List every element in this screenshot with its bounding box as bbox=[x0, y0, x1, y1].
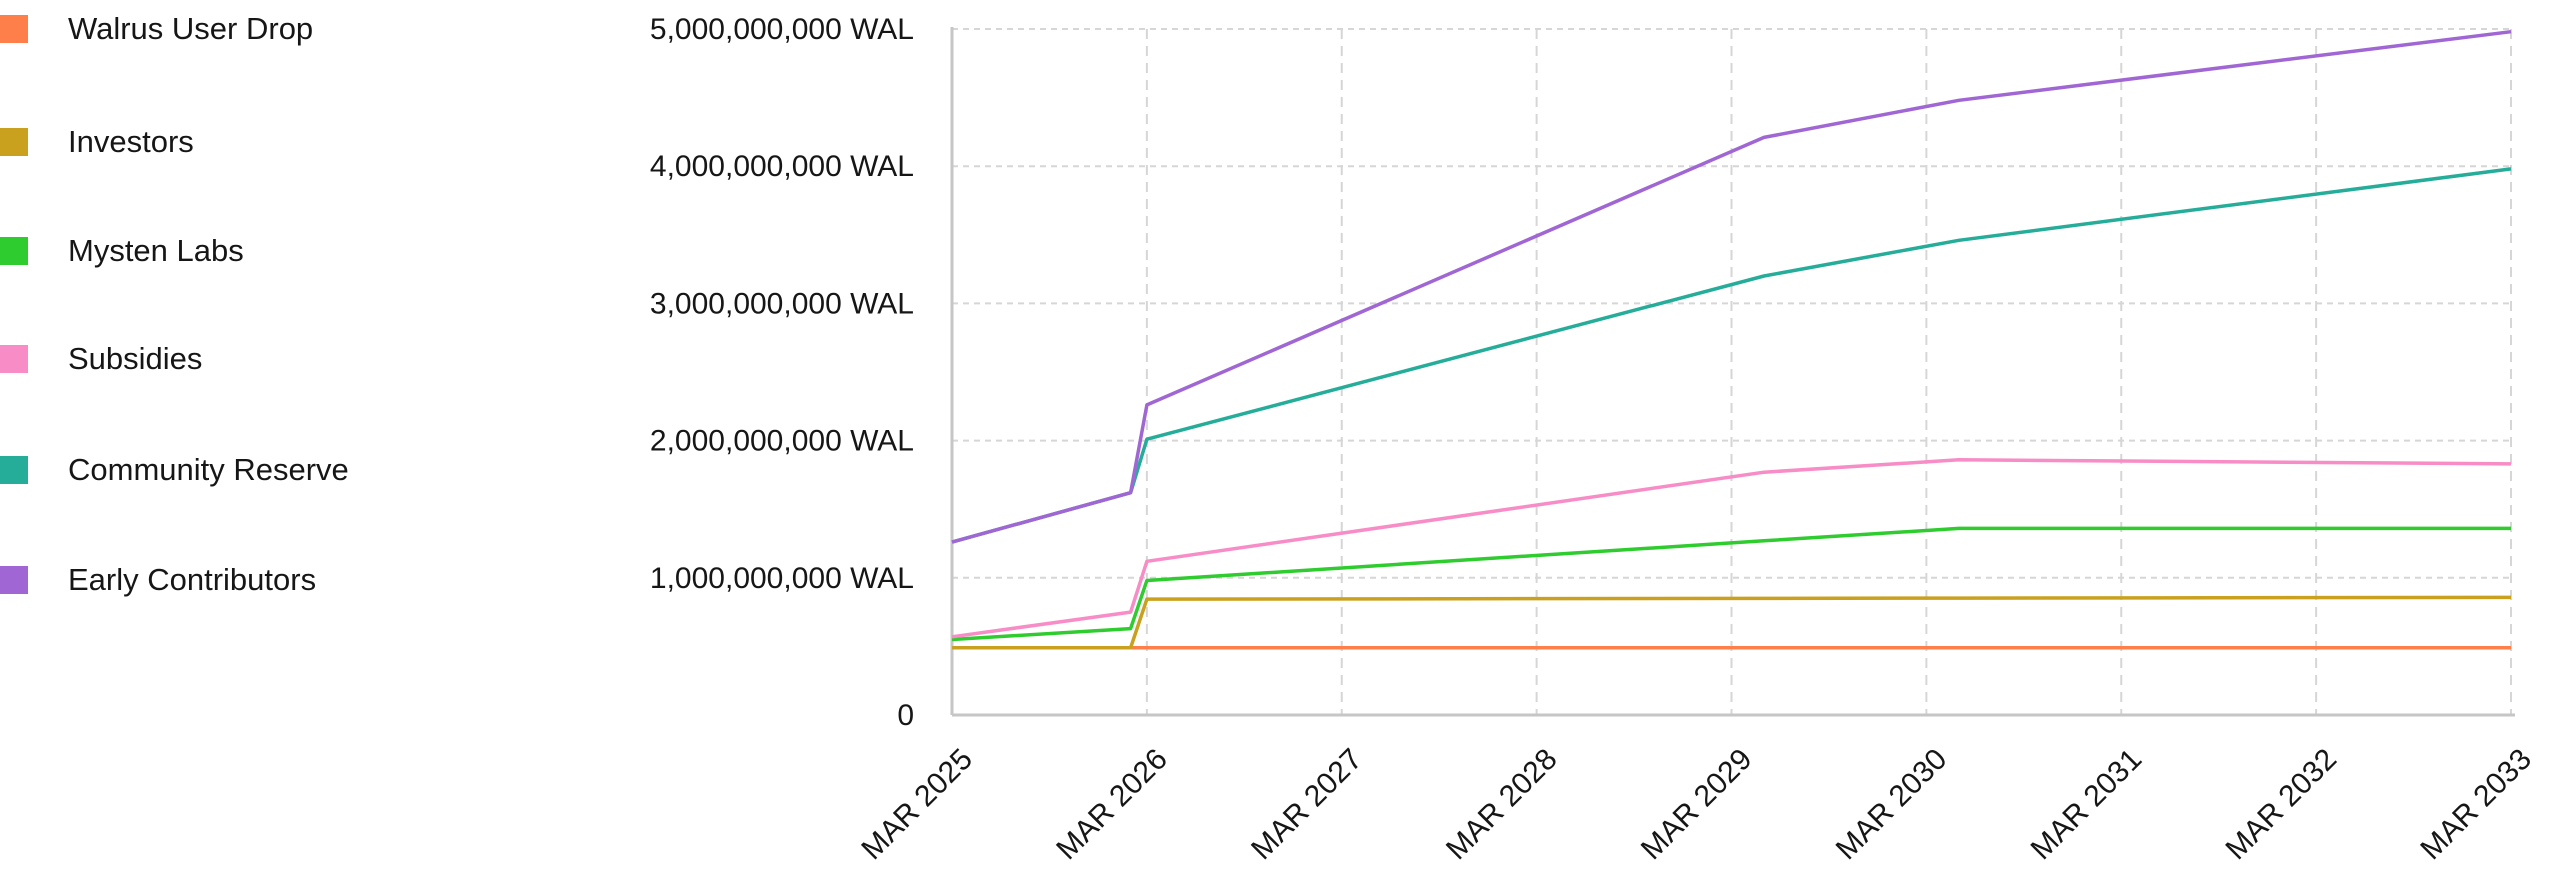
line-investors bbox=[952, 595, 2512, 650]
series-lines bbox=[951, 29, 2512, 650]
x-tick-label: MAR 2030 bbox=[1830, 743, 1954, 867]
legend-item[interactable]: Investors bbox=[0, 122, 194, 162]
x-tick-label: MAR 2028 bbox=[1440, 743, 1564, 867]
x-axis-ticks: MAR 2025 MAR 2026 MAR 2027 MAR 2028 MAR 2029… bbox=[855, 743, 2538, 867]
legend-swatch bbox=[0, 15, 28, 43]
x-tick-label: MAR 2031 bbox=[2025, 743, 2149, 867]
y-axis-ticks: 0 1,000,000,000 WAL 2,000,000,000 WAL 3,000… bbox=[650, 13, 914, 732]
y-tick-label: 2,000,000,000 WAL bbox=[650, 425, 914, 458]
legend-swatch bbox=[0, 566, 28, 594]
legend-item[interactable]: Subsidies bbox=[0, 339, 202, 379]
legend-swatch bbox=[0, 456, 28, 484]
legend-swatch bbox=[0, 128, 28, 156]
y-tick-label: 0 bbox=[897, 699, 914, 732]
x-tick-label: MAR 2025 bbox=[855, 743, 979, 867]
x-tick-label: MAR 2033 bbox=[2414, 743, 2538, 867]
x-tick-label: MAR 2029 bbox=[1635, 743, 1759, 867]
line-early-contributors bbox=[951, 29, 2512, 544]
x-tick-label: MAR 2026 bbox=[1050, 743, 1174, 867]
legend-item[interactable]: Early Contributors bbox=[0, 560, 316, 600]
legend-item[interactable]: Mysten Labs bbox=[0, 231, 244, 271]
legend-label: Subsidies bbox=[68, 341, 203, 376]
x-tick-label: MAR 2032 bbox=[2220, 743, 2344, 867]
line-subsidies bbox=[951, 458, 2512, 639]
legend-item[interactable]: Community Reserve bbox=[0, 450, 349, 490]
legend-label: Community Reserve bbox=[68, 452, 349, 487]
grid bbox=[952, 28, 2512, 715]
y-tick-label: 3,000,000,000 WAL bbox=[650, 287, 914, 320]
legend-swatch bbox=[0, 237, 28, 265]
axes bbox=[950, 27, 2515, 717]
legend-swatch bbox=[0, 345, 28, 373]
y-tick-label: 4,000,000,000 WAL bbox=[650, 150, 914, 183]
legend-label: Mysten Labs bbox=[68, 233, 244, 268]
x-tick-label: MAR 2027 bbox=[1245, 743, 1369, 867]
legend-item[interactable]: Walrus User Drop bbox=[0, 9, 313, 49]
legend-label: Investors bbox=[68, 124, 194, 159]
legend-label: Walrus User Drop bbox=[68, 11, 314, 46]
y-tick-label: 1,000,000,000 WAL bbox=[650, 562, 914, 595]
line-mysten-labs bbox=[951, 526, 2511, 642]
legend-label: Early Contributors bbox=[68, 562, 317, 597]
y-tick-label: 5,000,000,000 WAL bbox=[650, 13, 914, 46]
